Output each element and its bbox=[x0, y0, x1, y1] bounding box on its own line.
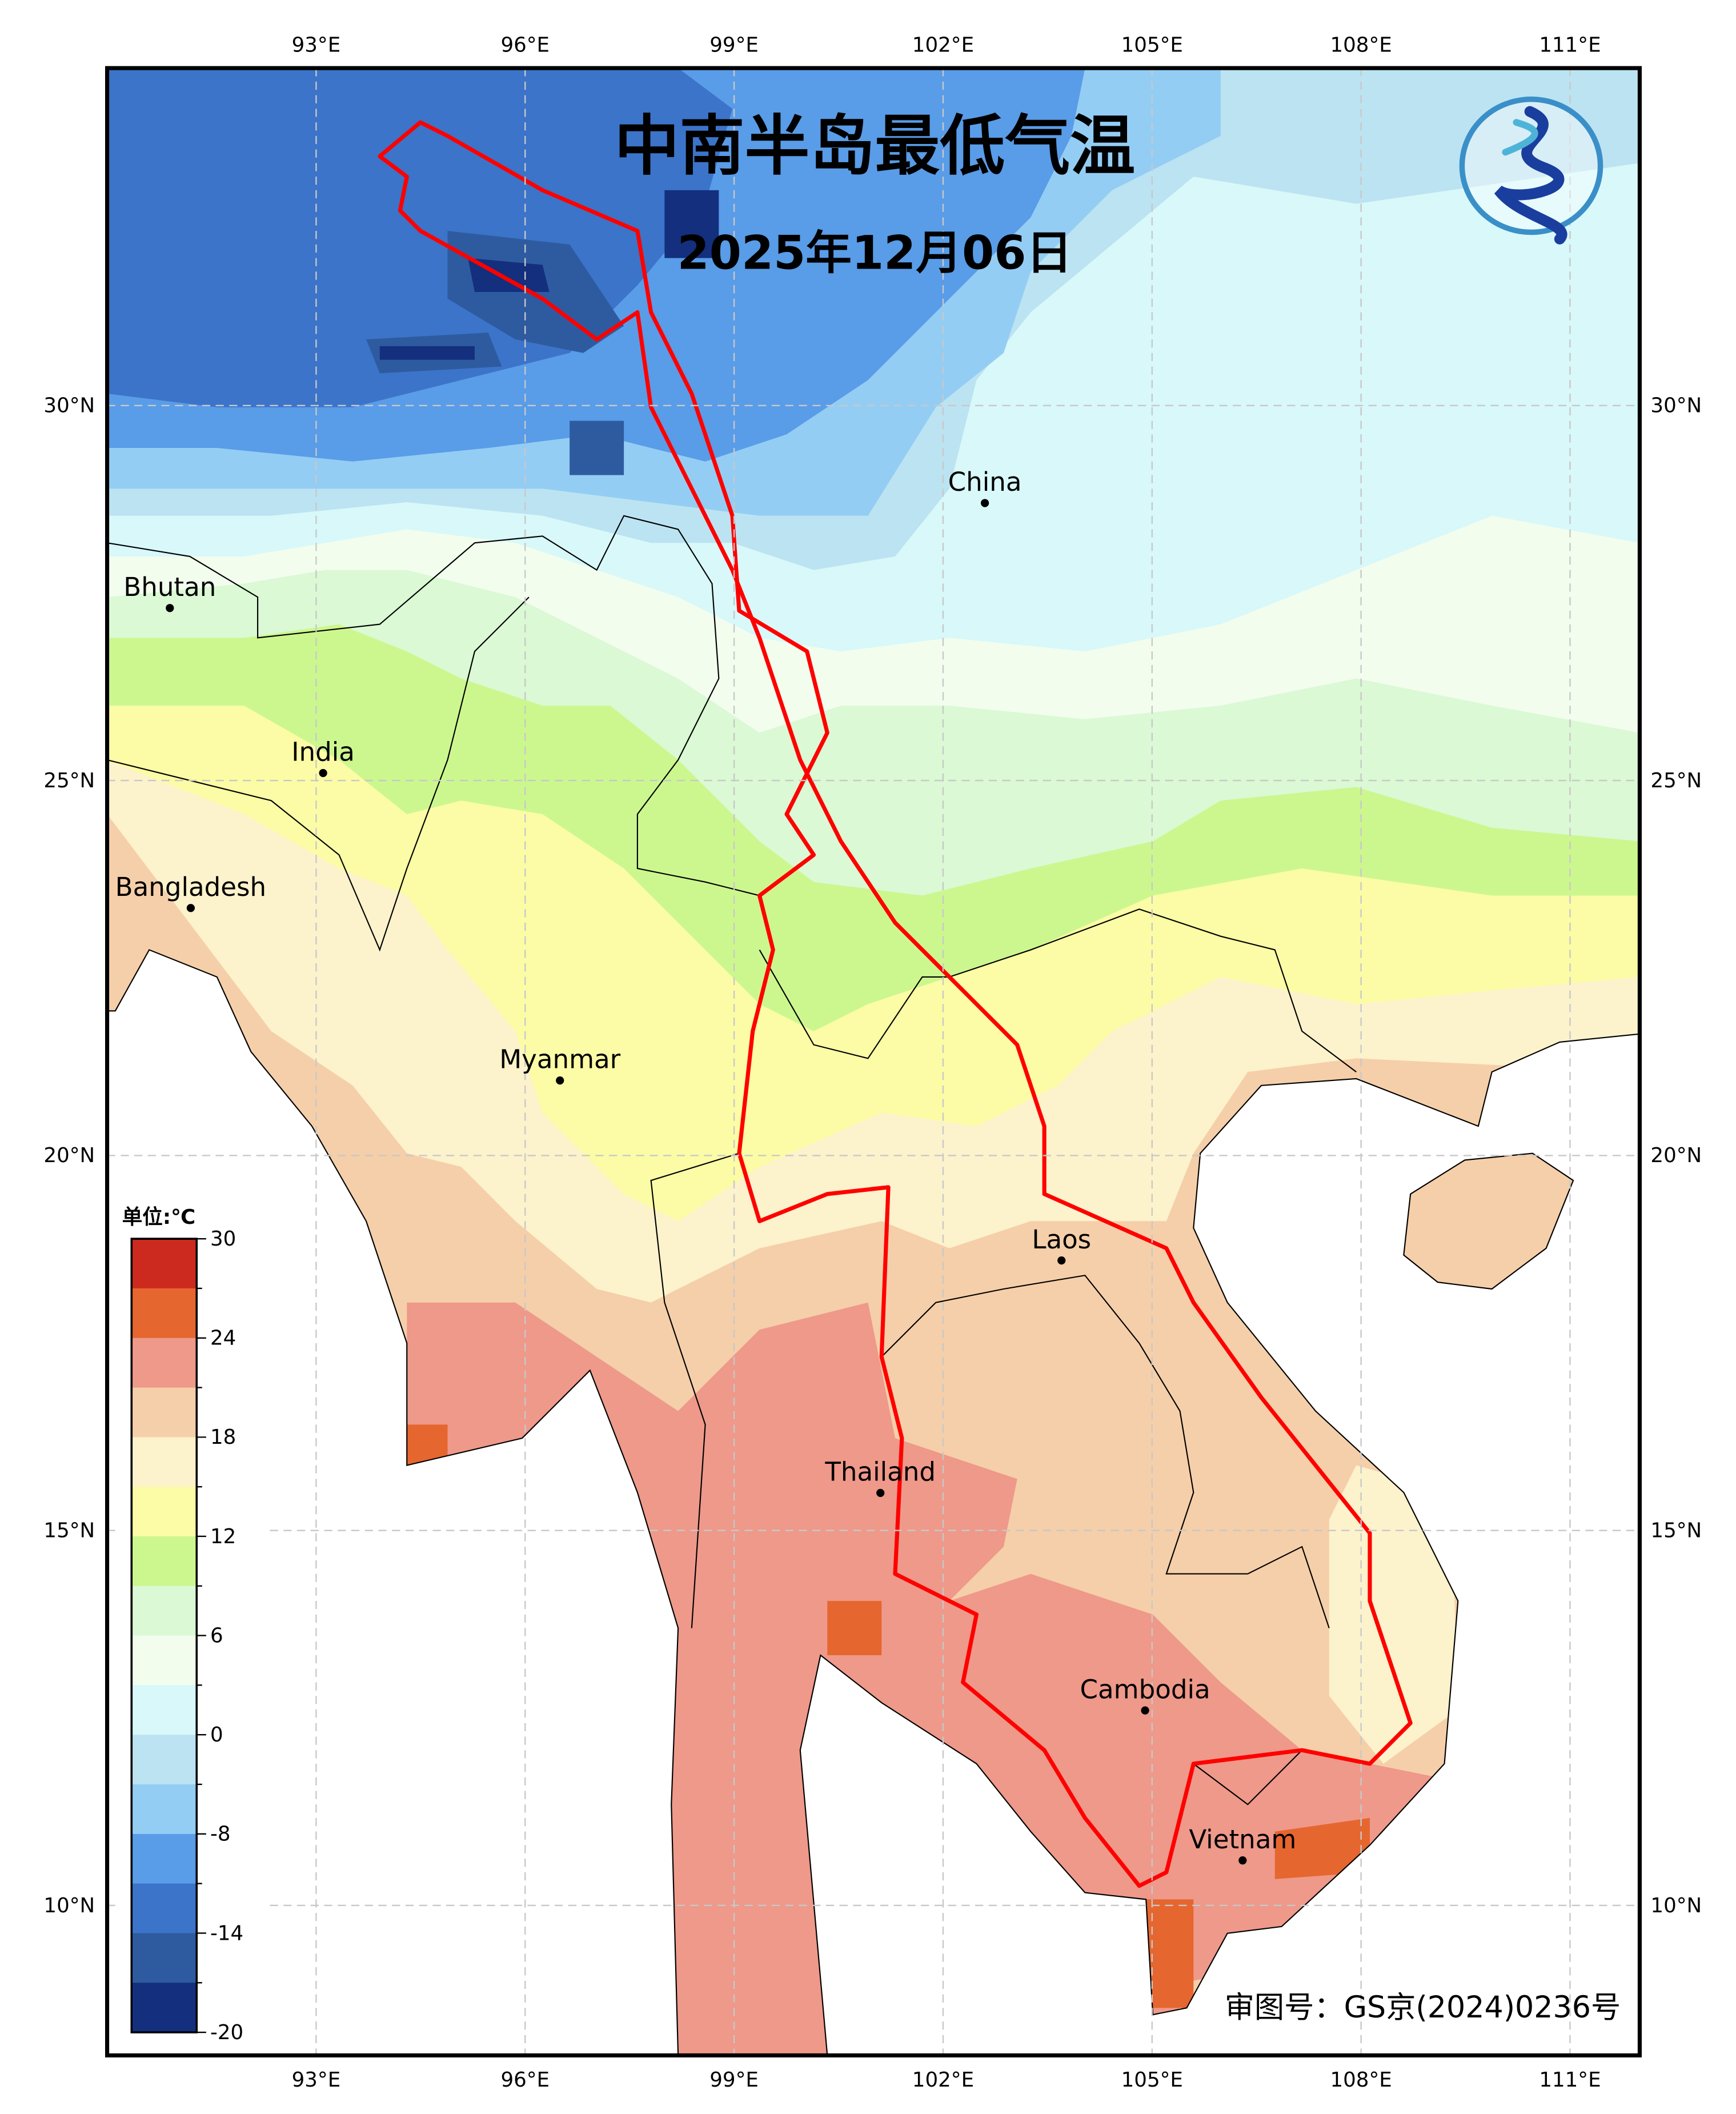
colorbar-unit-label: 单位:℃ bbox=[122, 1206, 196, 1229]
country-marker-dot bbox=[876, 1488, 885, 1498]
lat-tick-label-left: 20°N bbox=[43, 1144, 95, 1167]
lat-tick-label-left: 15°N bbox=[43, 1519, 95, 1543]
mekong-basin-boundary bbox=[378, 120, 1413, 1888]
country-label: Cambodia bbox=[1080, 1674, 1210, 1704]
colorbar-swatch bbox=[131, 1883, 197, 1934]
temp-zone-21-24 bbox=[407, 1302, 1438, 2056]
colorbar-swatch bbox=[131, 1833, 197, 1884]
country-marker-dot bbox=[319, 768, 327, 778]
colorbar-tick-label: 30 bbox=[210, 1227, 236, 1251]
lat-tick-label-left: 10°N bbox=[43, 1894, 95, 1917]
colorbar-swatch bbox=[131, 1635, 197, 1686]
map-approval-number: 审图号：GS京(2024)0236号 bbox=[1225, 1991, 1621, 2025]
cma-logo-icon bbox=[1459, 97, 1603, 245]
country-marker-dot bbox=[166, 604, 174, 612]
country-marker-dot bbox=[556, 1076, 564, 1085]
country-label: Laos bbox=[1032, 1224, 1091, 1255]
lon-tick-label-bottom: 102°E bbox=[912, 2068, 974, 2092]
lon-tick-label-bottom: 105°E bbox=[1121, 2068, 1183, 2092]
colorbar-tick-label: -14 bbox=[210, 1921, 243, 1945]
colorbar-swatch bbox=[131, 1487, 197, 1538]
colorbar-tick-label: 18 bbox=[210, 1426, 236, 1449]
lon-tick-label-top: 102°E bbox=[912, 34, 974, 57]
colorbar-swatch bbox=[131, 1239, 197, 1290]
country-label: Vietnam bbox=[1189, 1824, 1296, 1855]
country-marker-dot bbox=[1141, 1706, 1149, 1715]
graticule bbox=[107, 68, 1640, 2056]
colorbar-swatch bbox=[131, 1536, 197, 1587]
colorbar-tick-label: 12 bbox=[210, 1525, 236, 1548]
lon-tick-label-top: 99°E bbox=[709, 34, 759, 57]
colorbar: 30 24 18 12 6 0 -8 -14 -20 bbox=[130, 1227, 243, 2044]
colorbar-swatch bbox=[131, 1983, 197, 2033]
lon-tick-label-bottom: 93°E bbox=[292, 2068, 341, 2092]
colorbar-swatch bbox=[131, 1288, 197, 1339]
lon-tick-label-bottom: 96°E bbox=[500, 2068, 550, 2092]
colorbar-swatch bbox=[131, 1338, 197, 1388]
axis-ticks: 93°E 93°E 96°E 96°E 99°E 99°E 102°E 102°E 105°E 1… bbox=[43, 34, 1702, 2092]
colorbar-swatch bbox=[131, 1685, 197, 1736]
lat-tick-label-right: 20°N bbox=[1650, 1144, 1702, 1167]
coastlines bbox=[107, 68, 1640, 2056]
colorbar-swatch bbox=[131, 1933, 197, 1984]
colorbar-swatch bbox=[131, 1735, 197, 1785]
country-marker-dot bbox=[1238, 1856, 1247, 1865]
temp-zone-minus20-minus17 bbox=[379, 190, 719, 360]
temp-zone-minus17-minus14 bbox=[366, 231, 624, 475]
lon-tick-label-bottom: 99°E bbox=[709, 2068, 759, 2092]
country-label: Thailand bbox=[824, 1457, 936, 1487]
country-marker-dot bbox=[980, 499, 989, 507]
temperature-field bbox=[107, 68, 1640, 2056]
lon-tick-label-top: 96°E bbox=[500, 34, 550, 57]
colorbar-tick-label: 0 bbox=[210, 1723, 223, 1747]
lon-tick-label-top: 111°E bbox=[1539, 34, 1601, 57]
colorbar-tick-label: 24 bbox=[210, 1327, 236, 1350]
country-label: India bbox=[291, 737, 355, 767]
country-marker-dot bbox=[186, 904, 195, 912]
lat-tick-label-left: 30°N bbox=[43, 394, 95, 418]
map-date: 2025年12月06日 bbox=[677, 227, 1072, 281]
colorbar-swatch bbox=[131, 1586, 197, 1636]
lon-tick-label-bottom: 108°E bbox=[1330, 2068, 1392, 2092]
country-label: China bbox=[948, 467, 1022, 497]
lon-tick-label-top: 105°E bbox=[1121, 34, 1183, 57]
lat-tick-label-right: 30°N bbox=[1650, 394, 1702, 418]
country-labels: China Bhutan India Bangladesh Myanmar Laos Tha… bbox=[115, 467, 1296, 1865]
country-marker-dot bbox=[1057, 1256, 1066, 1265]
colorbar-tick-label: 6 bbox=[210, 1624, 223, 1647]
lat-tick-label-right: 25°N bbox=[1650, 769, 1702, 792]
colorbar-tick-label: -8 bbox=[210, 1823, 231, 1846]
map-frame bbox=[105, 66, 1642, 2057]
country-label: Myanmar bbox=[499, 1044, 620, 1075]
colorbar-swatch bbox=[131, 1437, 197, 1488]
colorbar-swatch bbox=[131, 1387, 197, 1438]
lon-tick-label-top: 108°E bbox=[1330, 34, 1392, 57]
colorbar-swatch bbox=[131, 1784, 197, 1835]
lat-tick-label-right: 15°N bbox=[1650, 1519, 1702, 1543]
country-label: Bhutan bbox=[123, 572, 216, 602]
map-title: 中南半岛最低气温 bbox=[615, 108, 1136, 184]
colorbar-tick-label: -20 bbox=[210, 2021, 243, 2044]
lon-tick-label-bottom: 111°E bbox=[1539, 2068, 1601, 2092]
lat-tick-label-left: 25°N bbox=[43, 769, 95, 792]
lat-tick-label-right: 10°N bbox=[1650, 1894, 1702, 1917]
lon-tick-label-top: 93°E bbox=[292, 34, 341, 57]
country-label: Bangladesh bbox=[115, 872, 266, 902]
